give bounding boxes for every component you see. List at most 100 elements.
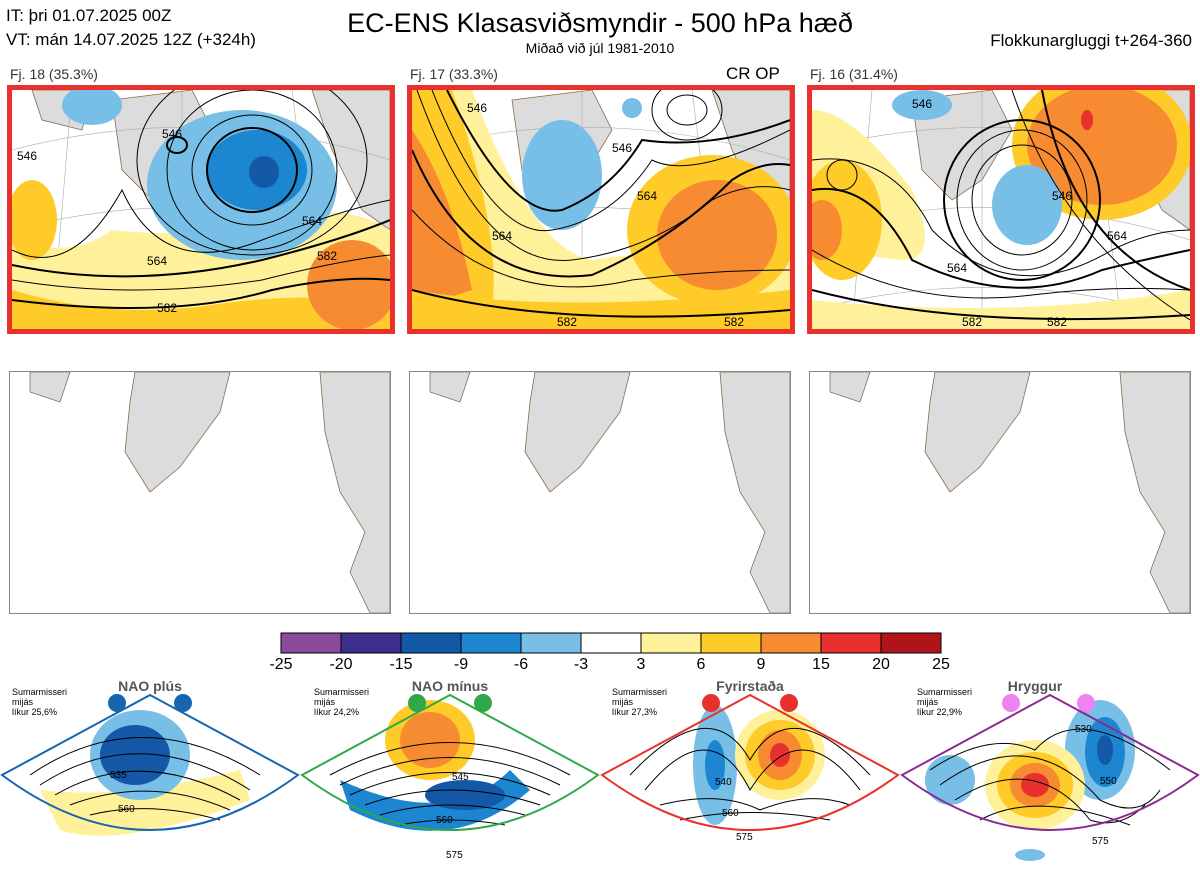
contour-label: 560 (118, 804, 135, 815)
regime-note-blocking: Sumarmisseri mijás líkur 27,3% (612, 687, 667, 717)
colorbar-tick-label: -6 (513, 656, 529, 673)
contour-label: 546 (467, 101, 487, 115)
colorbar-swatch (520, 632, 582, 654)
note-line: mijás (314, 697, 336, 707)
note-line: líkur 25,6% (12, 707, 58, 717)
regime-note-ridge: Sumarmisseri mijás líkur 22,9% (917, 687, 972, 717)
colorbar-tick-label: -15 (389, 656, 413, 673)
empty-map-2 (409, 371, 791, 614)
note-line: líkur 27,3% (612, 707, 658, 717)
empty-map-3 (809, 371, 1191, 614)
contour-label: 575 (1092, 836, 1109, 847)
contour-label: 582 (317, 249, 337, 263)
regime-ridge: 530 550 575 (900, 680, 1200, 871)
regime-name-ridge: Hryggur (1007, 678, 1063, 694)
note-line: mijás (12, 697, 34, 707)
regime-dot (1002, 694, 1020, 712)
regime-nao-plus: 535 560 (0, 680, 302, 871)
colorbar-swatch (280, 632, 342, 654)
contour-label: 564 (492, 229, 512, 243)
regime-note-nao-plus: Sumarmisseri mijás líkur 25,6% (12, 687, 67, 717)
contour-label: 564 (947, 261, 967, 275)
colorbar-swatch (340, 632, 402, 654)
colorbar-tick-label: 25 (932, 656, 950, 673)
contour-label: 582 (724, 315, 744, 329)
contour-label: 564 (637, 189, 657, 203)
contour-label: 546 (162, 127, 182, 141)
colorbar-swatch (640, 632, 702, 654)
cluster-label-1: Fj. 18 (35.3%) (10, 66, 98, 82)
contour-label: 582 (157, 301, 177, 315)
colorbar-tick-label: -25 (269, 656, 293, 673)
regime-name-blocking: Fyrirstaða (716, 678, 784, 694)
regime-blocking: 540 560 575 (600, 680, 902, 871)
colorbar-swatch (880, 632, 942, 654)
regime-dot (702, 694, 720, 712)
cluster-map-2: 546 546 564 564 582 582 (407, 85, 795, 334)
init-time: IT: þri 01.07.2025 00Z (6, 6, 172, 25)
contour-label: 550 (1100, 776, 1117, 787)
colorbar-tick-label: -20 (329, 656, 353, 673)
colorbar-swatch (460, 632, 522, 654)
colorbar (280, 632, 942, 654)
colorbar-swatch (760, 632, 822, 654)
regime-name-nao-minus: NAO mínus (411, 678, 489, 694)
note-line: líkur 24,2% (314, 707, 360, 717)
contour-label: 546 (612, 141, 632, 155)
colorbar-tick-label: 6 (696, 656, 706, 673)
colorbar-tick-label: 9 (756, 656, 766, 673)
note-line: líkur 22,9% (917, 707, 963, 717)
page-title: EC-ENS Klasasviðsmyndir - 500 hPa hæð (347, 8, 853, 38)
contour-label: 560 (436, 815, 453, 826)
contour-label: 546 (912, 97, 932, 111)
note-line: mijás (917, 697, 939, 707)
regime-note-nao-minus: Sumarmisseri mijás líkur 24,2% (314, 687, 369, 717)
contour-label: 564 (1107, 229, 1127, 243)
contour-label: 546 (1052, 189, 1072, 203)
regime-name-nao-plus: NAO plús (118, 678, 182, 694)
note-line: mijás (612, 697, 634, 707)
colorbar-tick-label: 15 (812, 656, 830, 673)
empty-map-1 (9, 371, 391, 614)
contour-label: 560 (722, 808, 739, 819)
page-subtitle: Miðað við júl 1981-2010 (525, 40, 675, 56)
contour-label: 540 (715, 777, 732, 788)
contour-label: 582 (962, 315, 982, 329)
contour-label: 582 (557, 315, 577, 329)
cluster-map-3: 546 546 564 564 582 582 (807, 85, 1195, 334)
valid-time: VT: mán 14.07.2025 12Z (+324h) (6, 30, 256, 49)
contour-label: 582 (1047, 315, 1067, 329)
regime-dot (474, 694, 492, 712)
cluster-map-1: 546 546 564 564 582 582 (7, 85, 395, 334)
contour-label: 545 (452, 772, 469, 783)
colorbar-swatch (400, 632, 462, 654)
regime-dot (408, 694, 426, 712)
note-line: Sumarmisseri (314, 687, 370, 697)
note-line: Sumarmisseri (917, 687, 973, 697)
note-line: Sumarmisseri (12, 687, 68, 697)
contour-label: 564 (302, 214, 322, 228)
regime-dot (780, 694, 798, 712)
contour-label: 564 (147, 254, 167, 268)
note-line: Sumarmisseri (612, 687, 668, 697)
contour-label: 535 (110, 770, 127, 781)
colorbar-swatch (820, 632, 882, 654)
regime-dot (1077, 694, 1095, 712)
colorbar-swatch (700, 632, 762, 654)
header-times: IT: þri 01.07.2025 00Z VT: mán 14.07.202… (6, 4, 256, 52)
cluster-label-3: Fj. 16 (31.4%) (810, 66, 898, 82)
contour-label: 575 (736, 832, 753, 843)
classification-window: Flokkunargluggi t+264-360 (990, 31, 1192, 50)
contour-label: 546 (17, 149, 37, 163)
contour-label: 575 (446, 850, 463, 861)
regime-dot (108, 694, 126, 712)
colorbar-tick-label: -9 (453, 656, 469, 673)
regime-nao-minus: 545 560 575 (300, 680, 602, 871)
regime-dot (174, 694, 192, 712)
colorbar-tick-label: 20 (872, 656, 890, 673)
colorbar-tick-label: 3 (636, 656, 646, 673)
colorbar-swatch (580, 632, 642, 654)
control-operational-badge: CR OP (726, 64, 780, 83)
contour-label: 530 (1075, 724, 1092, 735)
cluster-label-2: Fj. 17 (33.3%) (410, 66, 498, 82)
